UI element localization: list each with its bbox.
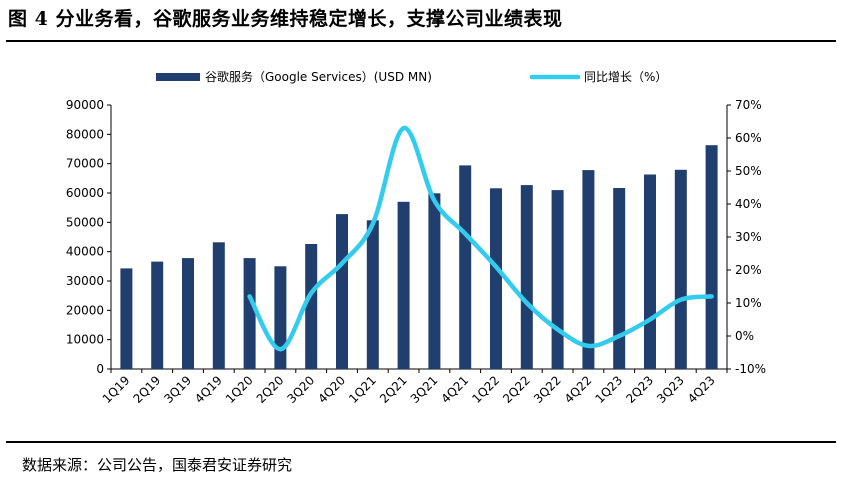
y-right-tick-label: 50% <box>735 164 762 178</box>
x-tick-label: 2Q20 <box>254 373 287 406</box>
legend-label-line: 同比增长（%） <box>584 70 667 84</box>
x-axis-labels: 1Q192Q193Q194Q191Q202Q203Q204Q201Q212Q21… <box>100 373 718 406</box>
bar-1Q19 <box>120 268 133 369</box>
x-tick-label: 2Q23 <box>623 373 656 406</box>
y-right-tick-label: 0% <box>735 329 754 343</box>
y-right-tick-label: 10% <box>735 296 762 310</box>
x-tick-label: 4Q22 <box>562 373 595 406</box>
x-tick-label: 3Q21 <box>408 373 441 406</box>
bar-2Q19 <box>151 261 164 369</box>
x-tick-label: 3Q20 <box>285 373 318 406</box>
y-left-tick-label: 40000 <box>66 245 104 259</box>
y-right-tick-label: -10% <box>735 362 766 376</box>
bar-series <box>120 145 718 369</box>
bar-4Q19 <box>212 242 225 369</box>
x-tick-label: 1Q22 <box>469 373 502 406</box>
bar-2Q21 <box>397 201 410 369</box>
line-series <box>247 125 714 352</box>
bar-3Q22 <box>551 190 564 369</box>
x-tick-label: 4Q20 <box>315 373 348 406</box>
source-rule <box>6 441 836 443</box>
y-left-tick-label: 70000 <box>66 157 104 171</box>
x-tick-label: 4Q23 <box>685 373 718 406</box>
legend-label-bar: 谷歌服务（Google Services）(USD MN) <box>205 69 432 84</box>
x-tick-label: 2Q21 <box>377 373 410 406</box>
yoy-growth-line <box>247 125 714 352</box>
x-tick-label: 1Q20 <box>223 373 256 406</box>
x-tick-label: 4Q21 <box>439 373 472 406</box>
y-left-tick-label: 90000 <box>66 98 104 112</box>
x-tick-label: 3Q22 <box>531 373 564 406</box>
chart-axes: 0 10000 20000 30000 40000 50000 60000 70000 8000… <box>66 98 766 376</box>
title-rule <box>6 40 836 42</box>
x-tick-label: 1Q23 <box>593 373 626 406</box>
bar-2Q22 <box>520 185 533 369</box>
x-tick-label: 4Q19 <box>192 373 225 406</box>
bar-1Q22 <box>490 188 502 369</box>
bar-4Q21 <box>459 165 472 369</box>
y-left-tick-label: 50000 <box>66 215 104 229</box>
y-right-tick-label: 30% <box>735 230 762 244</box>
y-right-tick-label: 60% <box>735 131 762 145</box>
y-left-tick-label: 20000 <box>66 303 104 317</box>
bar-1Q21 <box>366 220 379 369</box>
bar-4Q22 <box>582 170 595 369</box>
combo-chart: 谷歌服务（Google Services）(USD MN) 同比增长（%） 01… <box>66 69 766 406</box>
y-right-tick-label: 40% <box>735 197 762 211</box>
bar-3Q23 <box>674 169 687 369</box>
bar-3Q19 <box>182 258 194 369</box>
x-tick-label: 3Q23 <box>654 373 687 406</box>
legend-swatch-bar <box>156 73 200 81</box>
y-left-tick-label: 10000 <box>66 333 104 347</box>
chart-legend: 谷歌服务（Google Services）(USD MN) 同比增长（%） <box>156 69 667 84</box>
bar-1Q20 <box>243 258 256 369</box>
x-tick-label: 2Q22 <box>500 373 533 406</box>
bar-2Q20 <box>274 266 287 369</box>
y-right-tick-label: 70% <box>735 98 762 112</box>
x-tick-label: 1Q19 <box>100 373 133 406</box>
source-note: 数据来源：公司公告，国泰君安证券研究 <box>22 456 293 474</box>
bar-1Q23 <box>613 188 626 369</box>
x-tick-label: 3Q19 <box>161 373 194 406</box>
bar-4Q23 <box>705 145 718 369</box>
figure-title: 图 4 分业务看，谷歌服务业务维持稳定增长，支撑公司业绩表现 <box>8 8 563 30</box>
bar-3Q21 <box>428 193 441 369</box>
x-tick-label: 1Q21 <box>346 373 379 406</box>
y-left-tick-label: 60000 <box>66 186 104 200</box>
bar-4Q20 <box>336 214 348 369</box>
y-left-tick-label: 0 <box>96 362 104 376</box>
x-tick-label: 2Q19 <box>131 373 164 406</box>
y-right-tick-label: 20% <box>735 263 762 277</box>
bar-2Q23 <box>644 174 656 369</box>
y-left-tick-label: 80000 <box>66 127 104 141</box>
bar-3Q20 <box>305 244 318 369</box>
y-left-tick-label: 30000 <box>66 274 104 288</box>
